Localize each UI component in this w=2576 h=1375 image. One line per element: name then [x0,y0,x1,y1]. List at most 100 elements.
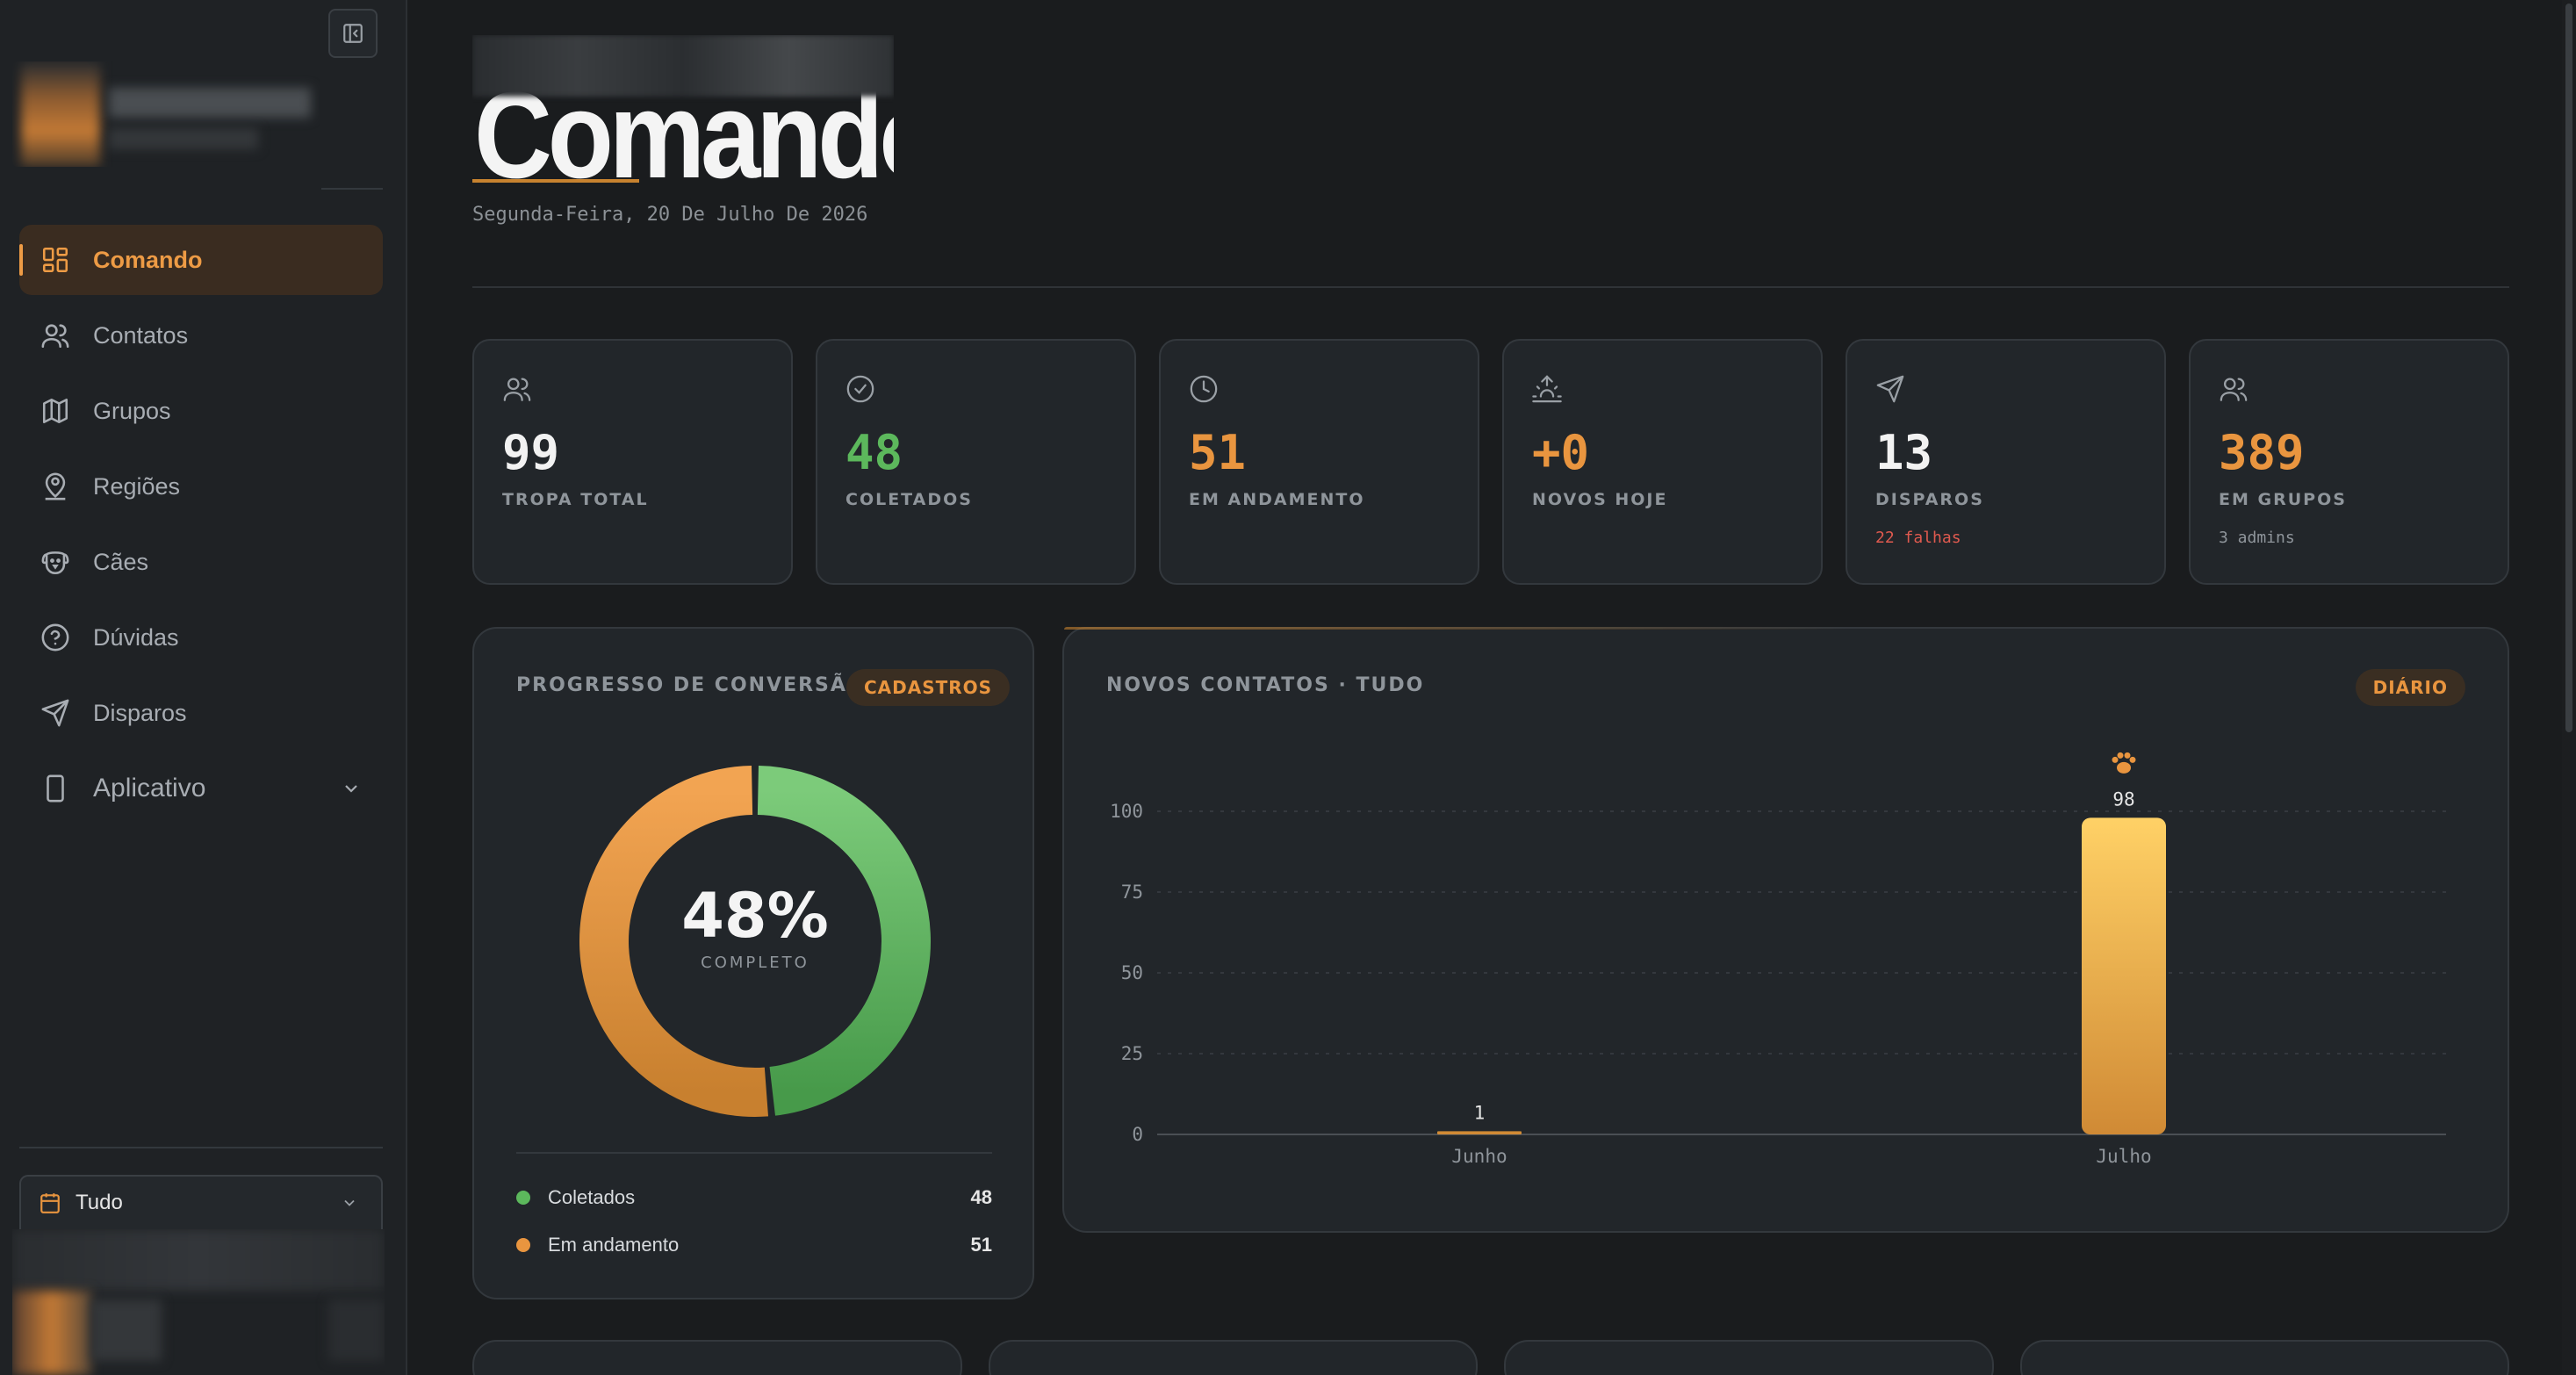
sidebar-item-grupos[interactable]: Grupos [19,376,383,446]
page-scrollbar[interactable] [2562,0,2576,1375]
conversion-progress-card: PROGRESSO DE CONVERSÃO CADASTROS 48% COM… [472,627,1034,1299]
collapse-sidebar-button[interactable] [328,9,378,58]
title-overlay [472,35,894,97]
stat-sub-failures: 22 falhas [1875,529,1961,547]
brand-logo [12,61,320,167]
sidebar: Comando Contatos Grupos Regiões Cães Dúv… [0,0,407,1375]
sidebar-item-caes[interactable]: Cães [19,527,383,597]
sidebar-item-label: Cães [93,548,149,575]
chevron-down-icon [345,785,357,793]
header-divider [472,286,2509,288]
legend-item-coletados: Coletados 48 [516,1180,992,1215]
stat-value: 389 [2219,425,2305,480]
stat-value: +0 [1532,425,1590,480]
chart-card-title: NOVOS CONTATOS · TUDO [1106,674,1425,696]
calendar-icon [40,1193,60,1213]
stat-label: COLETADOS [845,490,973,509]
daily-badge[interactable]: DIÁRIO [2355,669,2465,706]
stat-value: 99 [502,425,560,480]
bottom-card [2019,1340,2509,1375]
donut-segment-coletados[interactable] [757,766,931,1116]
paw-icon [2112,752,2136,774]
map-icon [42,398,68,424]
y-tick-label: 0 [1132,1124,1143,1145]
main-content: Comando Segunda-Feira, 20 De Julho De 20… [407,0,2576,1375]
y-tick-label: 100 [1110,801,1143,822]
sidebar-item-label: Regiões [93,472,181,500]
check-circle-icon [846,375,874,403]
bar-julho[interactable] [2082,817,2166,1134]
scrollbar-thumb[interactable] [2565,4,2572,732]
user-profile[interactable] [12,1229,385,1375]
sidebar-item-label: Grupos [93,397,171,424]
period-select[interactable]: Tudo [19,1175,383,1229]
stats-row: 99 TROPA TOTAL 48 COLETADOS 51 EM ANDAME… [472,339,2509,585]
new-contacts-chart-card: NOVOS CONTATOS · TUDO DIÁRIO 0 25 50 75 100 … [1062,627,2509,1233]
conversion-donut-chart [579,766,931,1117]
bar-junho[interactable] [1437,1131,1522,1134]
sidebar-toggle-icon [343,24,363,43]
legend-label: Em andamento [548,1234,680,1256]
sidebar-item-contatos[interactable]: Contatos [19,300,383,371]
page-date: Segunda-Feira, 20 De Julho De 2026 [472,204,868,226]
sidebar-item-regioes[interactable]: Regiões [19,451,383,522]
legend-divider [516,1152,992,1154]
donut-center-value: 48% [681,880,829,952]
users-icon [503,378,531,401]
legend-item-em-andamento: Em andamento 51 [516,1227,992,1263]
bottom-card [472,1340,962,1375]
x-tick-label: Julho [2096,1146,2151,1167]
stat-label: TROPA TOTAL [502,490,649,509]
bar-data-label: 1 [1474,1102,1486,1123]
sidebar-divider [321,188,383,190]
x-tick-label: Junho [1451,1146,1507,1167]
send-icon [41,699,69,727]
sidebar-nav: Comando Contatos Grupos Regiões Cães Dúv… [19,225,383,829]
bar-data-label: 98 [2112,788,2134,810]
stat-value: 51 [1189,425,1247,480]
stat-value: 13 [1875,425,1933,480]
help-circle-icon [41,623,69,652]
sidebar-item-duvidas[interactable]: Dúvidas [19,602,383,673]
stat-value: 48 [845,425,903,480]
stat-label: NOVOS HOJE [1532,490,1668,509]
title-underline [472,179,639,183]
stat-card-tropa-total: 99 TROPA TOTAL [472,339,793,585]
sidebar-item-label: Disparos [93,699,187,726]
chevron-down-icon [344,1199,355,1206]
legend-label: Coletados [548,1186,636,1208]
users-icon [2220,378,2248,401]
cadastros-badge: CADASTROS [846,669,1011,706]
sunrise-icon [1532,375,1562,403]
sidebar-item-label: Contatos [93,321,189,349]
sidebar-item-disparos[interactable]: Disparos [19,678,383,748]
bottom-cards-row [472,1340,2509,1375]
stat-label: EM ANDAMENTO [1189,490,1365,509]
stat-sub-admins: 3 admins [2219,529,2295,547]
stat-card-disparos: 13 DISPAROS 22 falhas [1846,339,2166,585]
legend-dot [516,1191,530,1205]
sidebar-divider [19,1147,383,1148]
stat-card-coletados: 48 COLETADOS [816,339,1136,585]
donut-segment-em-andamento[interactable] [579,766,768,1117]
send-icon [1876,375,1904,403]
stat-card-novos-hoje: +0 NOVOS HOJE [1502,339,1823,585]
sidebar-item-comando[interactable]: Comando [19,225,383,295]
y-tick-label: 75 [1121,882,1143,903]
sidebar-item-label: Dúvidas [93,623,179,651]
donut-center-label: COMPLETO [701,954,809,972]
y-tick-label: 50 [1121,962,1143,983]
clock-icon [1190,375,1218,403]
page-title-area: Comando [472,35,894,184]
dashboard-icon [42,247,68,273]
stat-card-em-grupos: 389 EM GRUPOS 3 admins [2189,339,2509,585]
smartphone-icon [47,774,64,803]
sidebar-item-aplicativo[interactable]: Aplicativo [19,753,383,824]
bottom-card [1504,1340,1994,1375]
bottom-card [988,1340,1478,1375]
sidebar-item-label: Aplicativo [93,774,206,803]
stat-label: EM GRUPOS [2219,490,2347,509]
stat-label: DISPAROS [1875,490,1984,509]
map-pin-user-icon [45,472,66,500]
